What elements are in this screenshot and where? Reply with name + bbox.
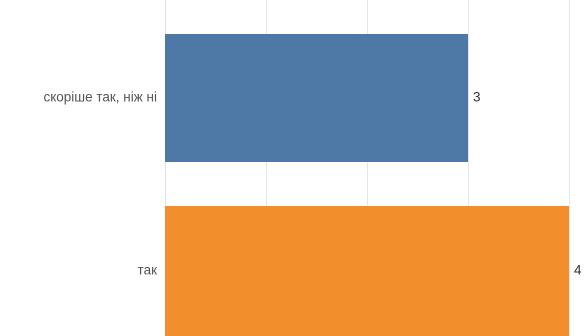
bar-1[interactable]	[165, 34, 468, 162]
bars	[165, 34, 569, 336]
category-label-2: так	[138, 263, 158, 278]
value-label-2: 4	[574, 263, 582, 278]
bar-2[interactable]	[165, 206, 569, 336]
value-label-1: 3	[473, 90, 481, 105]
category-label-1: скоріше так, ніж ні	[43, 90, 157, 105]
labels: скоріше так, ніж ні 3 так 4	[43, 90, 582, 278]
